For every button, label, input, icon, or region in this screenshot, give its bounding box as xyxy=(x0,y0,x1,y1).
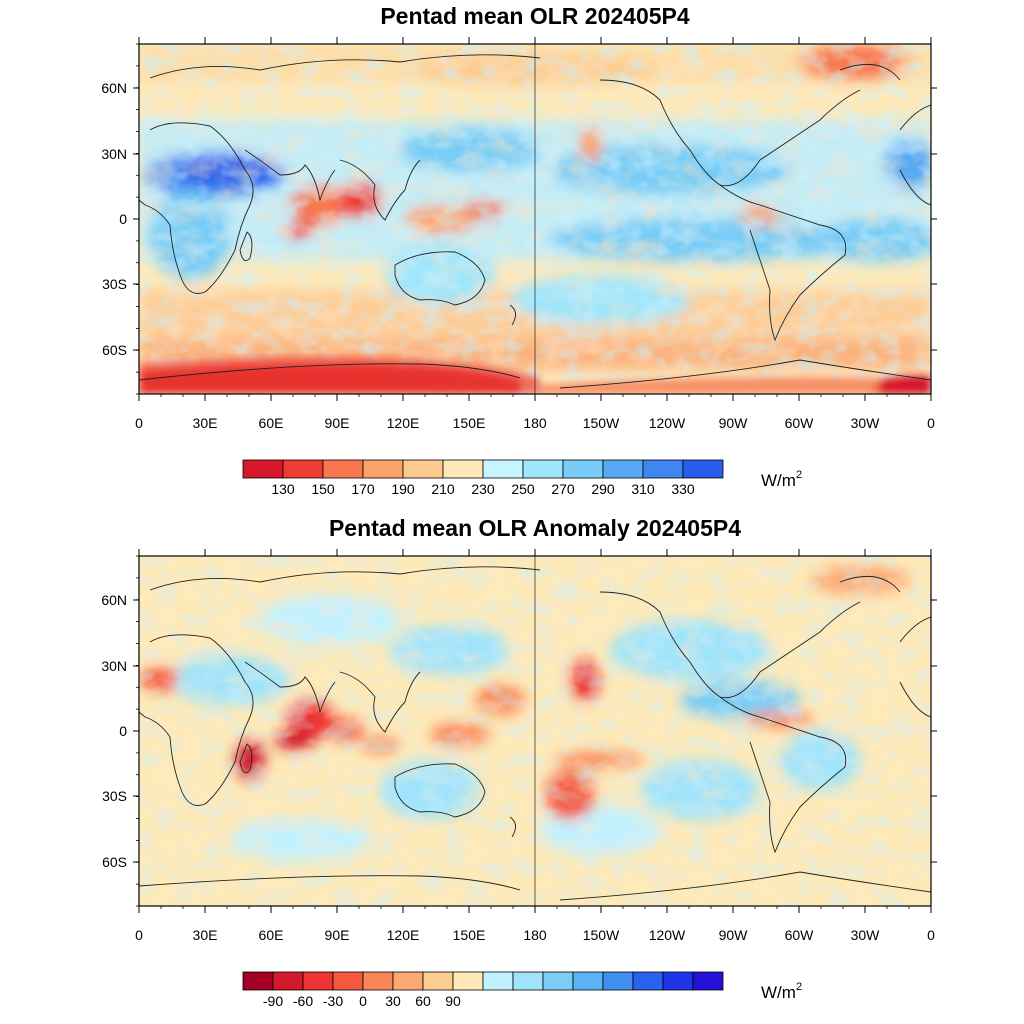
lon-tick-label: 30E xyxy=(193,927,218,943)
mean-map xyxy=(139,44,931,394)
lon-tick-label: 150E xyxy=(453,415,486,431)
colorbar-label: 270 xyxy=(551,481,575,497)
lat-tick-label: 60S xyxy=(102,854,127,870)
colorbar-swatch xyxy=(392,971,424,991)
lat-tick-label: 60N xyxy=(101,592,127,608)
colorbar-swatch xyxy=(692,971,724,991)
lat-tick-label: 60N xyxy=(101,80,127,96)
lon-tick-label: 180 xyxy=(523,927,547,943)
colorbar-label: 30 xyxy=(385,993,401,1009)
colorbar-label: 60 xyxy=(415,993,431,1009)
colorbar-swatch xyxy=(632,971,664,991)
lon-tick-label: 90E xyxy=(325,927,350,943)
colorbar-label: 210 xyxy=(431,481,455,497)
colorbar-swatch xyxy=(572,971,604,991)
lat-tick-label: 30S xyxy=(102,788,127,804)
colorbar-label: 170 xyxy=(351,481,375,497)
lon-tick-label: 60E xyxy=(259,415,284,431)
colorbar-label: 0 xyxy=(359,993,367,1009)
lon-tick-label: 60W xyxy=(785,927,815,943)
lon-tick-label: 60E xyxy=(259,927,284,943)
anomaly-lon-axis: 0 30E 60E 90E 120E 150E 180 150W 120W 90W 60W 30W 0 xyxy=(135,549,935,943)
colorbar-swatch xyxy=(452,971,484,991)
colorbar-label: 330 xyxy=(671,481,695,497)
colorbar-swatch xyxy=(682,459,724,479)
colorbar-swatch xyxy=(242,459,284,479)
colorbar-label: 310 xyxy=(631,481,655,497)
colorbar-swatch xyxy=(662,971,694,991)
lon-tick-label: 60W xyxy=(785,415,815,431)
colorbar-label: -30 xyxy=(323,993,343,1009)
colorbar-swatch xyxy=(242,971,274,991)
anomaly-panel-title: Pentad mean OLR Anomaly 202405P4 xyxy=(329,515,741,541)
lon-tick-label: 0 xyxy=(135,927,143,943)
lat-tick-label: 30N xyxy=(101,658,127,674)
lon-tick-label: 120W xyxy=(649,927,686,943)
lon-tick-label: 30W xyxy=(851,927,881,943)
lon-tick-label: 150W xyxy=(583,927,620,943)
colorbar-swatch xyxy=(272,971,304,991)
lat-tick-label: 0 xyxy=(119,211,127,227)
anomaly-lat-axis: 60N 30N 0 30S 60S xyxy=(101,555,937,907)
mean-lon-axis: 0 30E 60E 90E 120E 150E 180 150W 120W 90W 60W 30W 0 xyxy=(135,37,935,431)
colorbar-label: 130 xyxy=(271,481,295,497)
colorbar-swatch xyxy=(642,459,684,479)
colorbar-swatch xyxy=(442,459,484,479)
colorbar-label: -90 xyxy=(263,993,283,1009)
mean-panel-title: Pentad mean OLR 202405P4 xyxy=(380,3,690,29)
colorbar-swatch xyxy=(562,459,604,479)
lon-tick-label: 150W xyxy=(583,415,620,431)
colorbar-unit: W/m2 xyxy=(761,981,802,1002)
colorbar-label: 290 xyxy=(591,481,615,497)
lon-tick-label: 90E xyxy=(325,415,350,431)
mean-colorbar: 130 150 170 190 210 230 250 270 290 310 330 W/m2 xyxy=(242,459,802,497)
colorbar-swatch xyxy=(322,459,364,479)
colorbar-label: 150 xyxy=(311,481,335,497)
lon-tick-label: 30E xyxy=(193,415,218,431)
lon-tick-label: 90W xyxy=(719,927,749,943)
colorbar-label: 230 xyxy=(471,481,495,497)
lat-tick-label: 60S xyxy=(102,342,127,358)
colorbar-swatch xyxy=(602,971,634,991)
lon-tick-label: 90W xyxy=(719,415,749,431)
lon-tick-label: 120W xyxy=(649,415,686,431)
colorbar-swatch xyxy=(332,971,364,991)
anomaly-colorbar: -90 -60 -30 0 30 60 90 W/m2 xyxy=(242,971,802,1009)
lat-tick-label: 30N xyxy=(101,146,127,162)
colorbar-swatch xyxy=(282,459,324,479)
colorbar-label: 190 xyxy=(391,481,415,497)
mean-lat-axis: 60N 30N 0 30S 60S xyxy=(101,43,937,395)
lon-tick-label: 0 xyxy=(927,927,935,943)
colorbar-unit-superscript: 2 xyxy=(796,469,802,481)
colorbar-swatch xyxy=(512,971,544,991)
lon-tick-label: 180 xyxy=(523,415,547,431)
colorbar-label: -60 xyxy=(293,993,313,1009)
colorbar-swatch xyxy=(602,459,644,479)
colorbar-label: 90 xyxy=(445,993,461,1009)
lon-tick-label: 30W xyxy=(851,415,881,431)
lon-tick-label: 150E xyxy=(453,927,486,943)
lon-tick-label: 120E xyxy=(387,415,420,431)
colorbar-unit-superscript: 2 xyxy=(796,981,802,993)
colorbar-swatch xyxy=(362,971,394,991)
lat-tick-label: 0 xyxy=(119,723,127,739)
colorbar-swatch xyxy=(542,971,574,991)
colorbar-label: 250 xyxy=(511,481,535,497)
lat-tick-label: 30S xyxy=(102,276,127,292)
lon-tick-label: 120E xyxy=(387,927,420,943)
lon-tick-label: 0 xyxy=(927,415,935,431)
colorbar-swatch xyxy=(402,459,444,479)
mean-coastlines xyxy=(139,44,931,394)
colorbar-swatch xyxy=(422,971,454,991)
anomaly-coastlines xyxy=(139,556,931,906)
lon-tick-label: 0 xyxy=(135,415,143,431)
colorbar-swatch xyxy=(482,971,514,991)
colorbar-swatch xyxy=(302,971,334,991)
colorbar-swatch xyxy=(362,459,404,479)
colorbar-swatch xyxy=(482,459,524,479)
colorbar-unit: W/m2 xyxy=(761,469,802,490)
colorbar-swatch xyxy=(522,459,564,479)
